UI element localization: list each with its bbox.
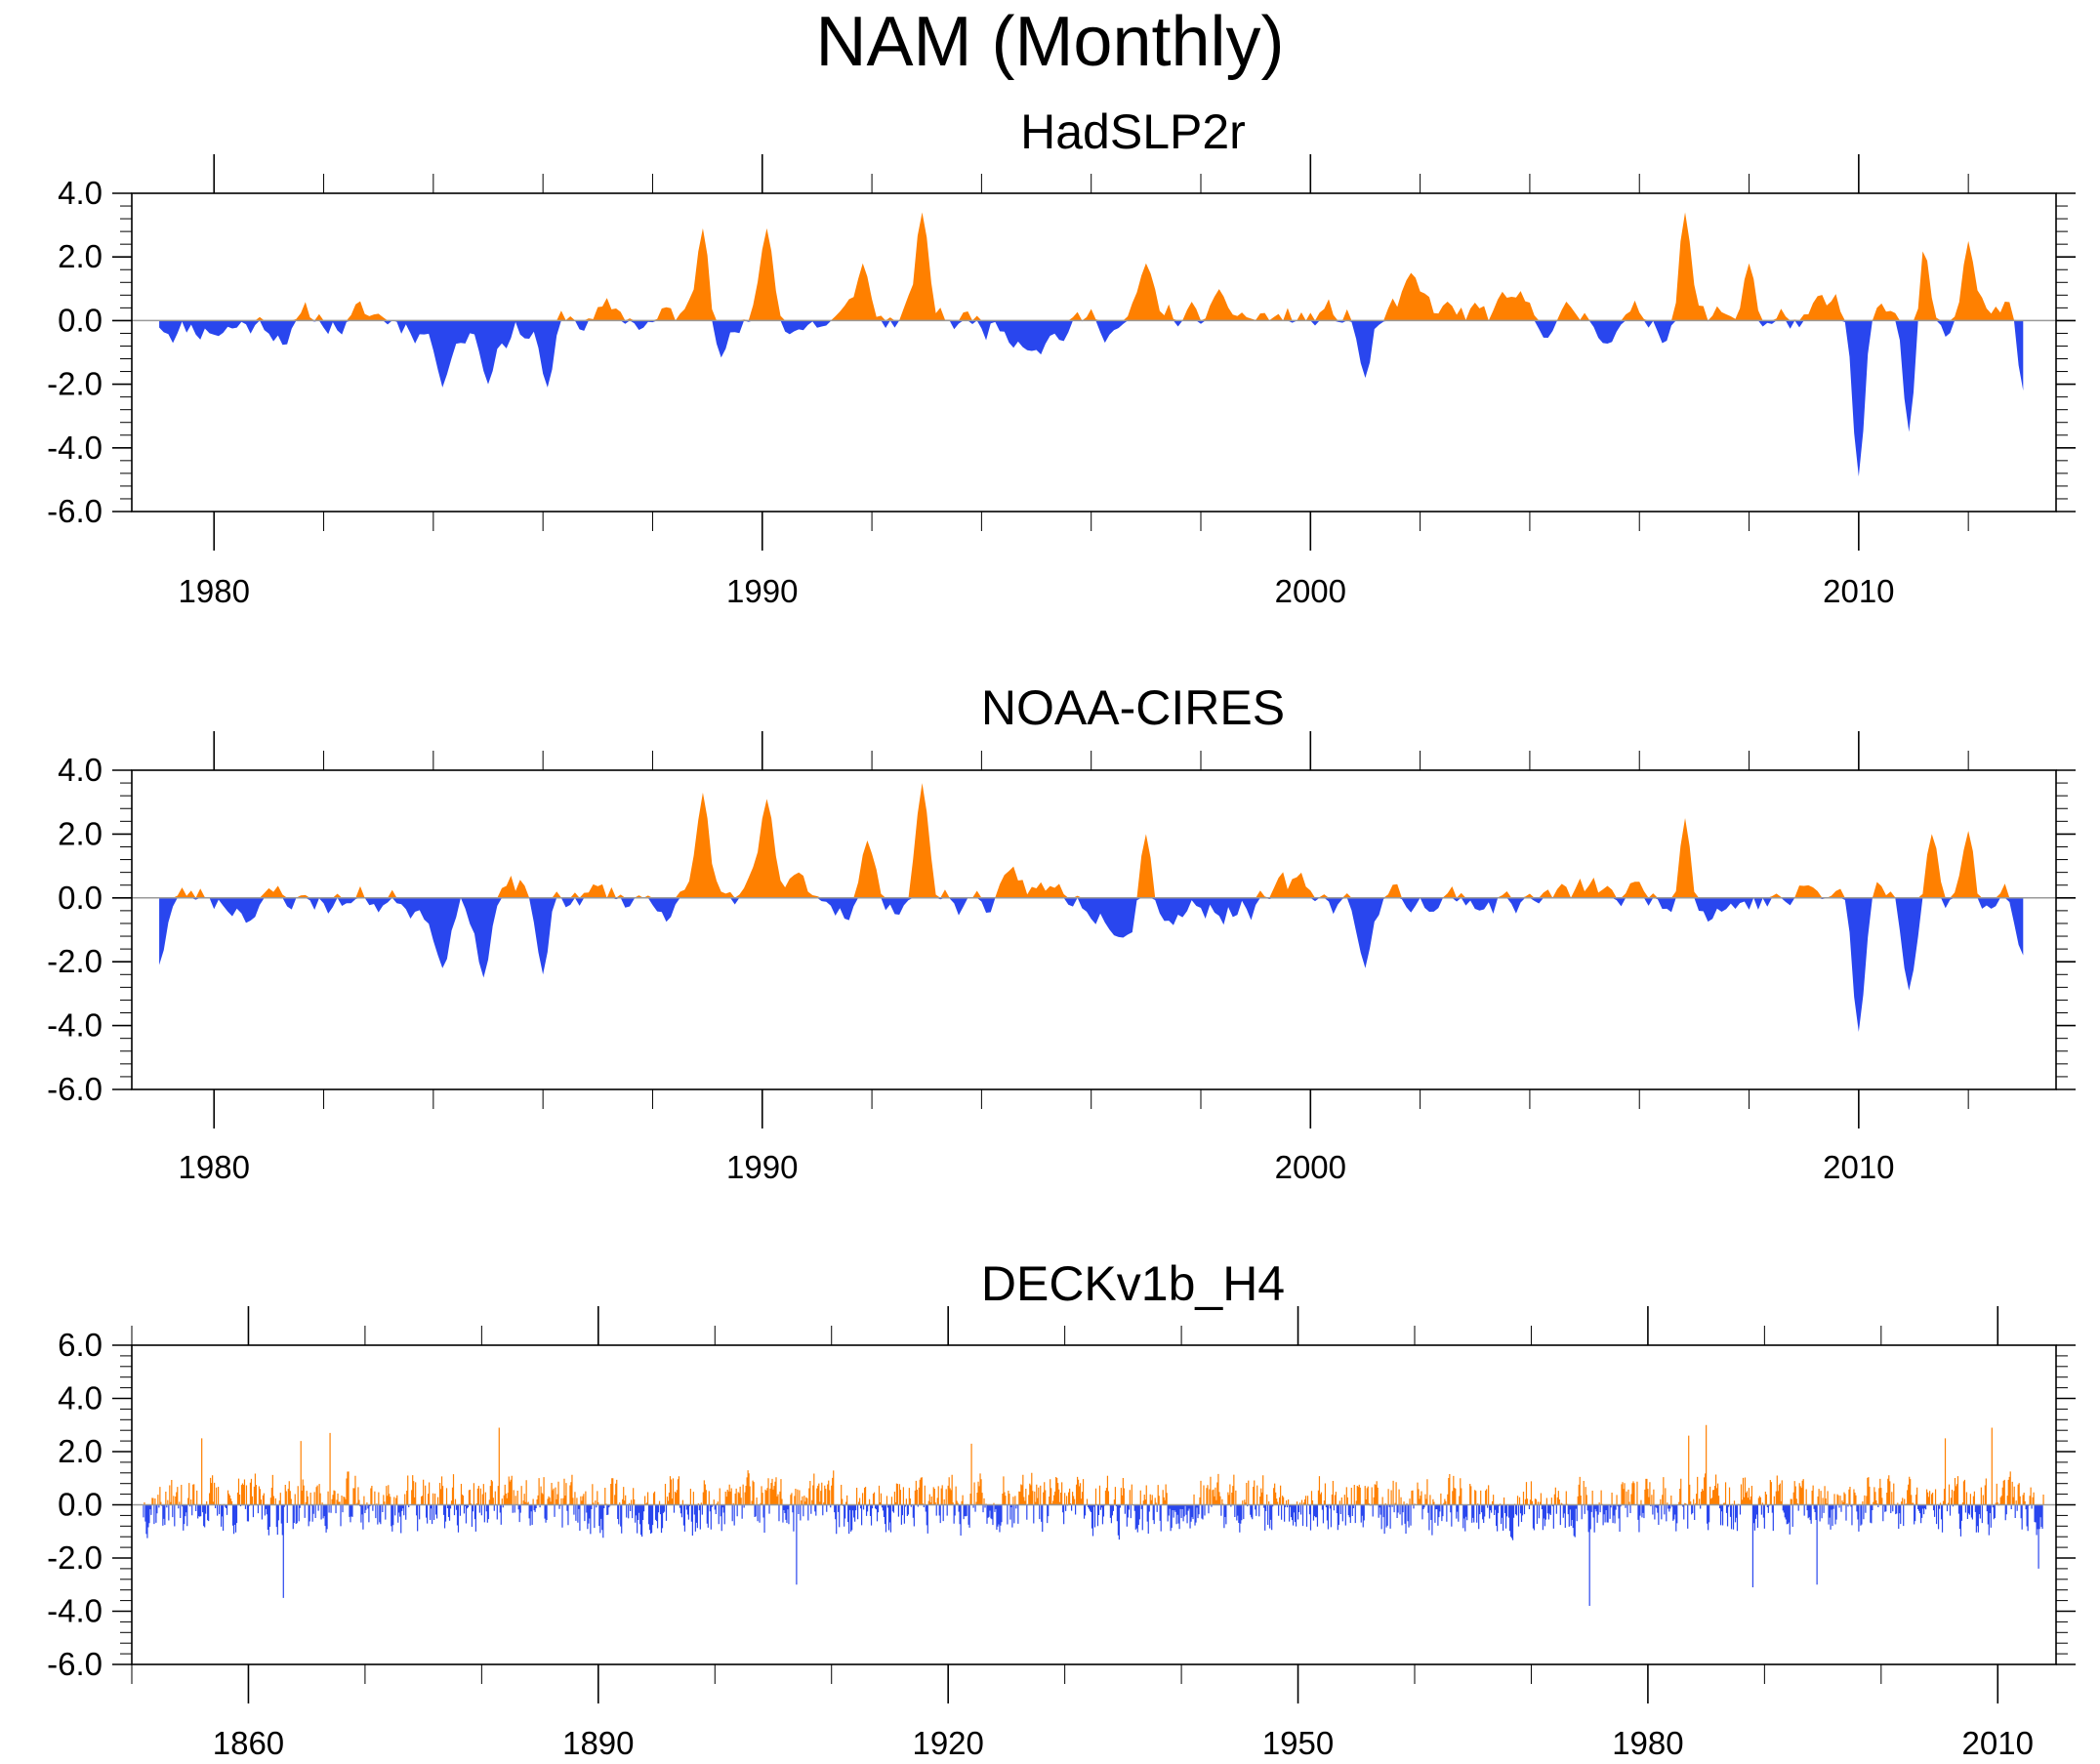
y-tick-label: -4.0 — [47, 430, 103, 466]
x-tick-label: 1990 — [726, 1149, 798, 1185]
y-tick-label: -2.0 — [47, 943, 103, 979]
negative-spikes — [143, 1504, 2043, 1607]
panel-noaa-cires: NOAA-CIRES 4.0 2.0 0.0 -2.0 -4.0 -6.0 1980 1990 2… — [47, 680, 2076, 1185]
x-tick-label: 2010 — [1962, 1725, 2034, 1761]
y-tick-label: 0.0 — [58, 302, 103, 338]
y-tick-label: 0.0 — [58, 880, 103, 916]
plot-frame — [131, 192, 2057, 513]
panel-hadslp2r: HadSLP2r 4.0 2.0 0.0 -2.0 -4.0 -6.0 1980 1990 200… — [47, 104, 2076, 609]
y-tick-label: -4.0 — [47, 1593, 103, 1629]
y-tick-label: 0.0 — [58, 1487, 103, 1523]
y-tick-label: -6.0 — [47, 1071, 103, 1107]
y-tick-label: 2.0 — [58, 1433, 103, 1469]
x-tick-label: 1980 — [1612, 1725, 1683, 1761]
x-tick-label: 1980 — [179, 573, 250, 609]
panel-title: NOAA-CIRES — [981, 680, 1285, 735]
y-tick-label: 4.0 — [58, 175, 103, 211]
negative-area — [159, 897, 2024, 1033]
panel-title: DECKv1b_H4 — [981, 1256, 1285, 1311]
positive-area — [173, 783, 2010, 898]
y-tick-label: 4.0 — [58, 752, 103, 788]
y-tick-label: 4.0 — [58, 1380, 103, 1416]
y-tick-label: 2.0 — [58, 238, 103, 274]
panel-title: HadSLP2r — [1020, 104, 1246, 159]
negative-area — [159, 320, 2024, 477]
x-tick-label: 1980 — [179, 1149, 250, 1185]
y-tick-label: 6.0 — [58, 1327, 103, 1363]
x-tick-label: 1920 — [912, 1725, 983, 1761]
positive-spikes — [144, 1424, 2044, 1505]
x-tick-label: 2000 — [1275, 1149, 1346, 1185]
x-tick-label: 2000 — [1275, 573, 1346, 609]
x-tick-label: 1990 — [726, 573, 798, 609]
figure-title: NAM (Monthly) — [815, 3, 1285, 81]
positive-area — [255, 212, 2019, 321]
x-tick-label: 2010 — [1823, 573, 1894, 609]
plot-frame — [131, 769, 2057, 1090]
y-tick-label: -6.0 — [47, 1646, 103, 1682]
panel-deckv1b-h4: DECKv1b_H4 6.0 4.0 2.0 0.0 -2.0 -4.0 -6.0 1860 18… — [47, 1256, 2076, 1761]
y-tick-label: -2.0 — [47, 366, 103, 402]
y-tick-label: -2.0 — [47, 1539, 103, 1576]
y-tick-label: -4.0 — [47, 1007, 103, 1044]
x-tick-label: 1860 — [213, 1725, 284, 1761]
y-tick-label: 2.0 — [58, 815, 103, 851]
x-tick-label: 2010 — [1823, 1149, 1894, 1185]
x-tick-label: 1890 — [562, 1725, 634, 1761]
x-tick-label: 1950 — [1262, 1725, 1334, 1761]
y-tick-label: -6.0 — [47, 493, 103, 529]
